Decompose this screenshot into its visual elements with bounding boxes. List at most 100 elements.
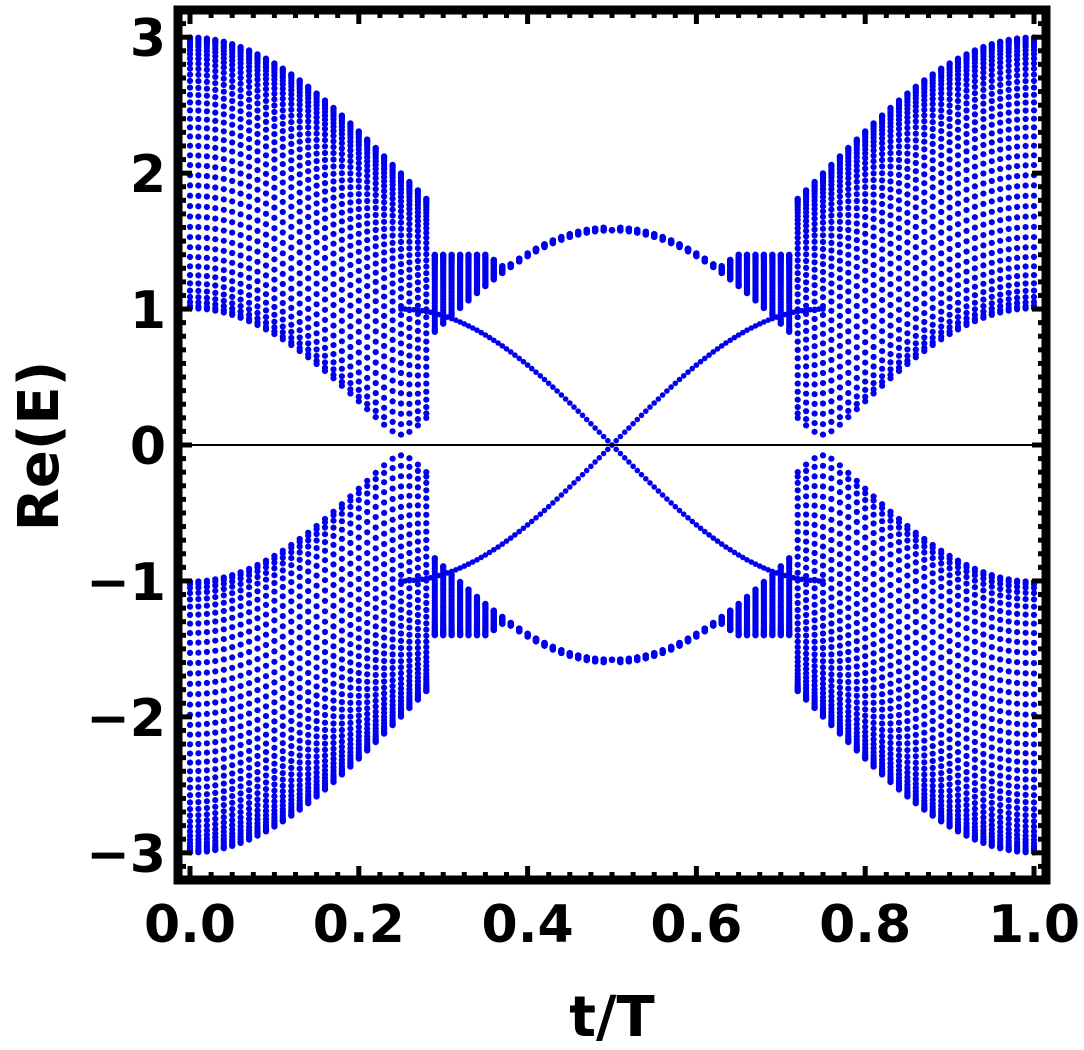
- bulk-point: [288, 213, 295, 220]
- bulk-point: [414, 564, 421, 571]
- bulk-point: [330, 733, 337, 741]
- bulk-point: [254, 186, 261, 193]
- bulk-point: [423, 414, 430, 421]
- bulk-point: [347, 741, 354, 748]
- bulk-point: [338, 236, 345, 243]
- bulk-point: [220, 819, 227, 826]
- bulk-point: [355, 575, 362, 583]
- bulk-point: [305, 223, 312, 230]
- bulk-point: [406, 673, 413, 680]
- bulk-point: [414, 638, 421, 646]
- bulk-point: [262, 75, 270, 83]
- bulk-point: [212, 307, 219, 314]
- bulk-point: [364, 508, 371, 516]
- bulk-point: [372, 186, 379, 193]
- bulk-point: [186, 603, 194, 610]
- bulk-point: [321, 234, 329, 241]
- bulk-point: [279, 776, 286, 783]
- bulk-point: [254, 227, 261, 234]
- bulk-point: [330, 750, 337, 758]
- bulk-point: [262, 611, 270, 618]
- bulk-point: [642, 652, 649, 659]
- bulk-point: [288, 101, 295, 108]
- bulk-point: [355, 534, 362, 541]
- bulk-point: [381, 205, 388, 212]
- bulk-point: [229, 97, 236, 105]
- bulk-point: [524, 253, 531, 260]
- bulk-point: [347, 520, 354, 527]
- bulk-point: [262, 812, 270, 819]
- bulk-point: [355, 544, 362, 551]
- bulk-point: [338, 576, 345, 583]
- bulk-point: [279, 748, 286, 755]
- bulk-point: [347, 621, 354, 629]
- bulk-point: [389, 537, 396, 544]
- bulk-point: [262, 210, 270, 217]
- bulk-point: [364, 172, 371, 180]
- bulk-point: [397, 630, 405, 637]
- bulk-point: [262, 803, 270, 810]
- bulk-point: [372, 678, 379, 686]
- bulk-point: [305, 529, 312, 536]
- bulk-point: [279, 782, 286, 789]
- bulk-point: [212, 594, 219, 601]
- bulk-point: [347, 560, 354, 567]
- bulk-point: [288, 304, 295, 311]
- bulk-point: [288, 275, 295, 282]
- bulk-point: [321, 740, 329, 747]
- bulk-point: [330, 359, 337, 366]
- bulk-point: [220, 802, 227, 809]
- bulk-point: [254, 217, 261, 224]
- bulk-point: [634, 229, 641, 236]
- bulk-point: [414, 475, 421, 482]
- bulk-point: [414, 556, 421, 563]
- bulk-point: [229, 188, 236, 195]
- bulk-point: [389, 547, 396, 554]
- bulk-point: [229, 590, 236, 597]
- bulk-point: [330, 194, 337, 201]
- bulk-point: [186, 293, 194, 300]
- bulk-point: [355, 369, 362, 376]
- bulk-point: [279, 135, 286, 142]
- bulk-point: [321, 767, 329, 774]
- bulk-point: [372, 414, 379, 421]
- bulk-point: [414, 611, 421, 619]
- bulk-point: [296, 290, 303, 297]
- bulk-point: [397, 330, 405, 337]
- bulk-point: [246, 618, 253, 625]
- bulk-point: [246, 173, 253, 180]
- bulk-point: [212, 265, 219, 272]
- bulk-point: [186, 784, 194, 791]
- bulk-point: [288, 203, 295, 210]
- bulk-point: [355, 248, 362, 255]
- bulk-point: [220, 55, 227, 62]
- bulk-point: [558, 647, 565, 654]
- bulk-point: [212, 815, 219, 823]
- bulk-point: [229, 793, 236, 800]
- bulk-point: [271, 699, 278, 706]
- bulk-point: [279, 554, 286, 561]
- bulk-point: [338, 748, 345, 755]
- bulk-point: [330, 128, 337, 135]
- bulk-point: [237, 64, 244, 71]
- bulk-point: [355, 177, 362, 184]
- bulk-point: [195, 711, 202, 718]
- bulk-point: [246, 234, 253, 242]
- bulk-point: [389, 612, 396, 619]
- bulk-point: [186, 701, 194, 708]
- bulk-point: [330, 240, 337, 247]
- bulk-point: [313, 644, 320, 651]
- bulk-point: [389, 280, 396, 287]
- bulk-point: [423, 291, 430, 298]
- bulk-point: [414, 461, 421, 468]
- bulk-point: [313, 200, 320, 207]
- bulk-point: [668, 240, 675, 247]
- bulk-point: [271, 552, 278, 560]
- bulk-point: [271, 736, 278, 743]
- bulk-point: [246, 203, 253, 210]
- bulk-point: [355, 514, 362, 521]
- bulk-point: [220, 247, 227, 254]
- bulk-point: [271, 617, 278, 624]
- bulk-point: [203, 720, 210, 728]
- bulk-point: [381, 462, 388, 469]
